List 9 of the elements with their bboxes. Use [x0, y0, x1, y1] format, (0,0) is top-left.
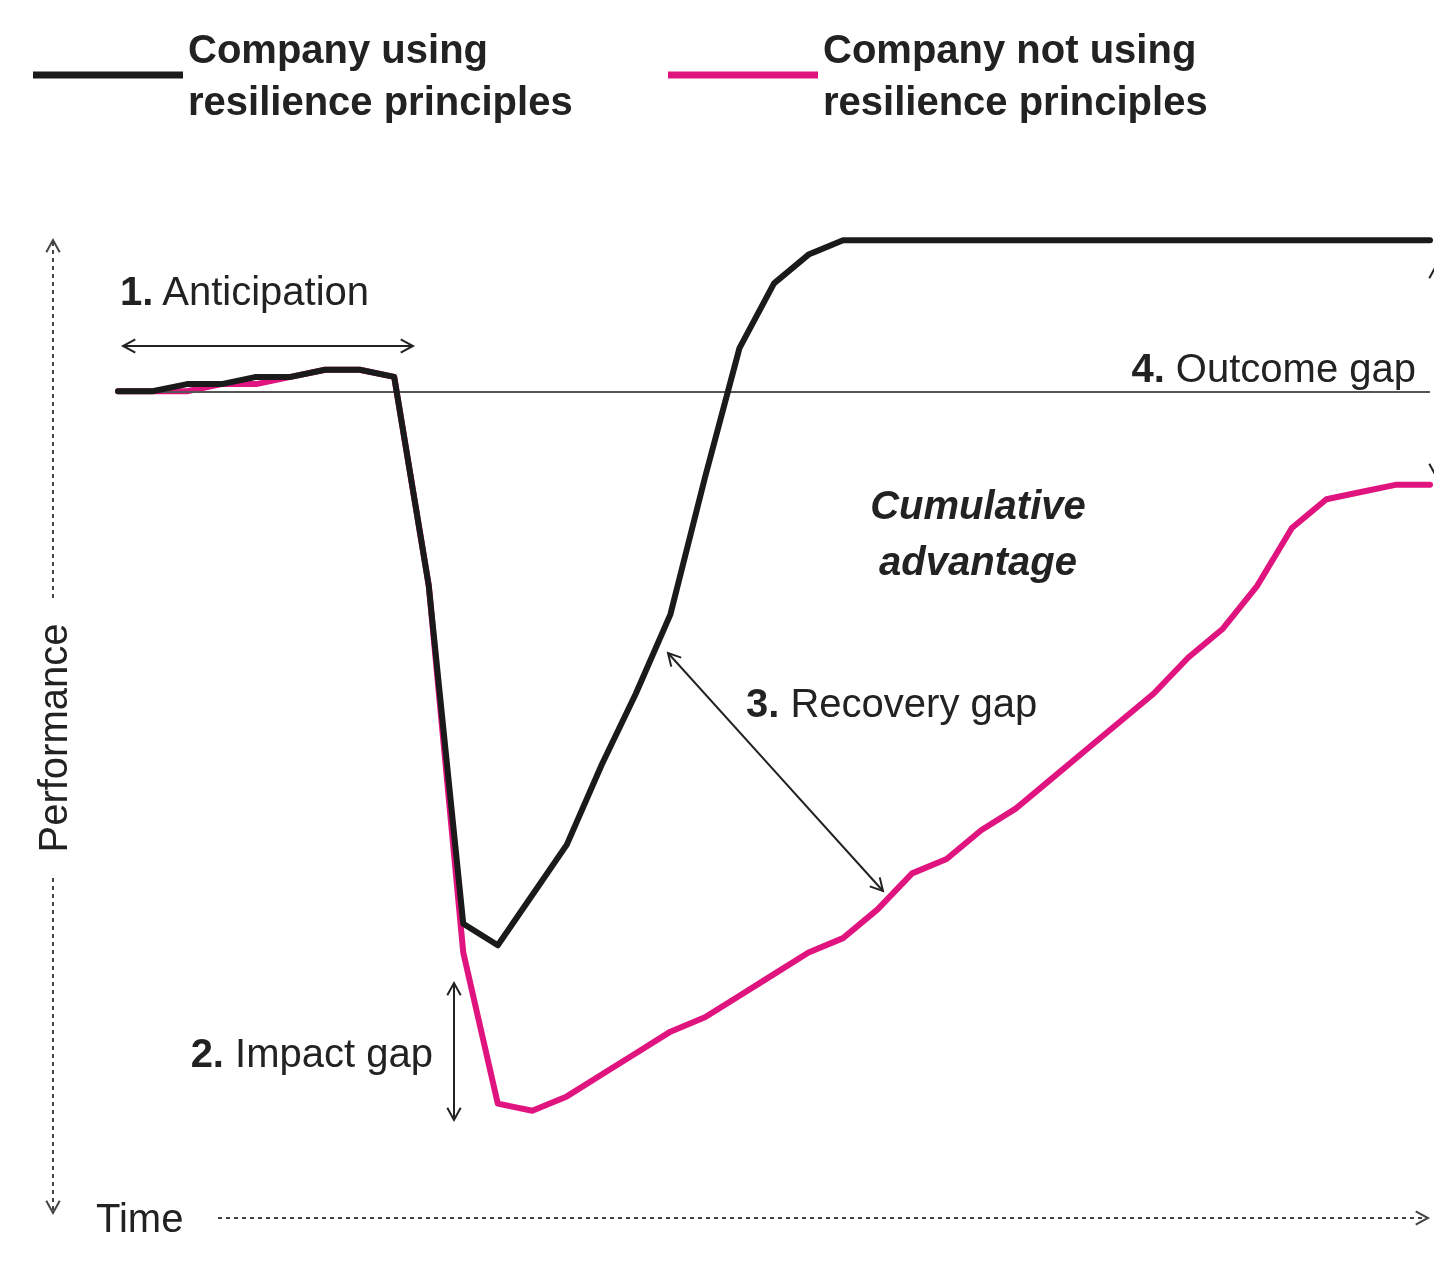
x-axis-title: Time [96, 1195, 184, 1241]
annotation: 2. Impact gap [190, 1030, 433, 1077]
legend-label: Company using resilience principles [188, 27, 573, 123]
y-axis-title: Performance [30, 623, 76, 853]
annotation: 1. Anticipation [120, 268, 370, 315]
annotation: 3. Recovery gap [746, 680, 1038, 727]
annotation: 4. Outcome gap [1131, 345, 1416, 392]
annotation: Cumulative advantage [869, 482, 1087, 585]
legend-label: Company not using resilience principles [823, 27, 1208, 123]
